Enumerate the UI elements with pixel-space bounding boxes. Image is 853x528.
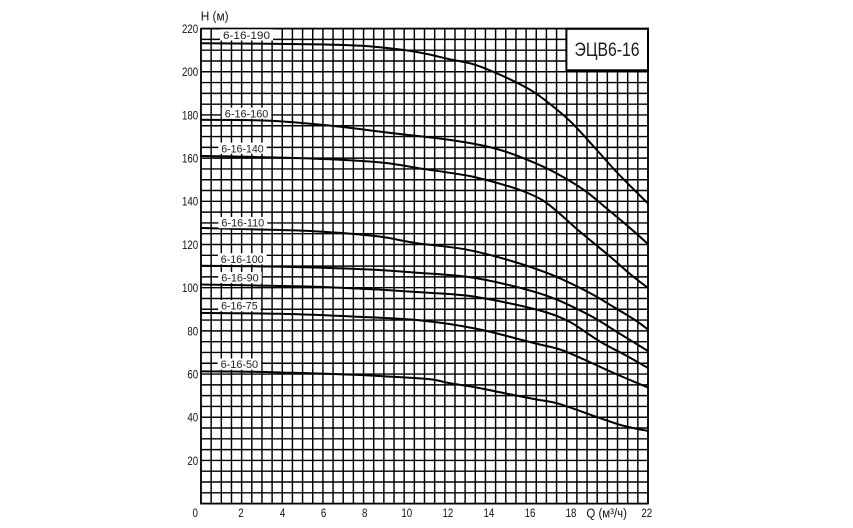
svg-text:60: 60 xyxy=(187,368,198,382)
svg-text:ЭЦВ6-16: ЭЦВ6-16 xyxy=(575,39,640,61)
svg-text:14: 14 xyxy=(484,506,495,520)
svg-text:200: 200 xyxy=(182,65,198,79)
svg-text:12: 12 xyxy=(443,506,454,520)
svg-text:120: 120 xyxy=(182,238,198,252)
svg-text:180: 180 xyxy=(182,108,198,122)
svg-text:20: 20 xyxy=(187,454,198,468)
svg-text:6: 6 xyxy=(321,506,327,520)
svg-text:16: 16 xyxy=(525,506,536,520)
svg-text:8: 8 xyxy=(362,506,368,520)
svg-text:10: 10 xyxy=(401,506,412,520)
svg-text:6-16-75: 6-16-75 xyxy=(221,301,258,313)
svg-text:6-16-160: 6-16-160 xyxy=(225,108,268,120)
svg-text:40: 40 xyxy=(187,411,198,425)
svg-text:160: 160 xyxy=(182,152,198,166)
svg-text:4: 4 xyxy=(280,506,286,520)
svg-text:80: 80 xyxy=(187,324,198,338)
svg-text:22: 22 xyxy=(641,506,652,520)
svg-text:6-16-50: 6-16-50 xyxy=(221,359,259,371)
svg-text:Q (м³/ч): Q (м³/ч) xyxy=(586,505,627,520)
svg-text:H (м): H (м) xyxy=(201,9,229,24)
svg-text:6-16-140: 6-16-140 xyxy=(221,143,264,155)
svg-text:220: 220 xyxy=(182,22,198,36)
svg-text:18: 18 xyxy=(566,506,577,520)
svg-text:100: 100 xyxy=(182,281,198,295)
svg-text:6-16-100: 6-16-100 xyxy=(221,254,264,266)
svg-text:6-16-110: 6-16-110 xyxy=(221,218,264,230)
svg-text:6-16-190: 6-16-190 xyxy=(223,30,270,42)
svg-text:2: 2 xyxy=(238,506,244,520)
svg-text:6-16-90: 6-16-90 xyxy=(221,273,259,285)
svg-text:0: 0 xyxy=(193,506,199,520)
svg-text:140: 140 xyxy=(182,195,198,209)
